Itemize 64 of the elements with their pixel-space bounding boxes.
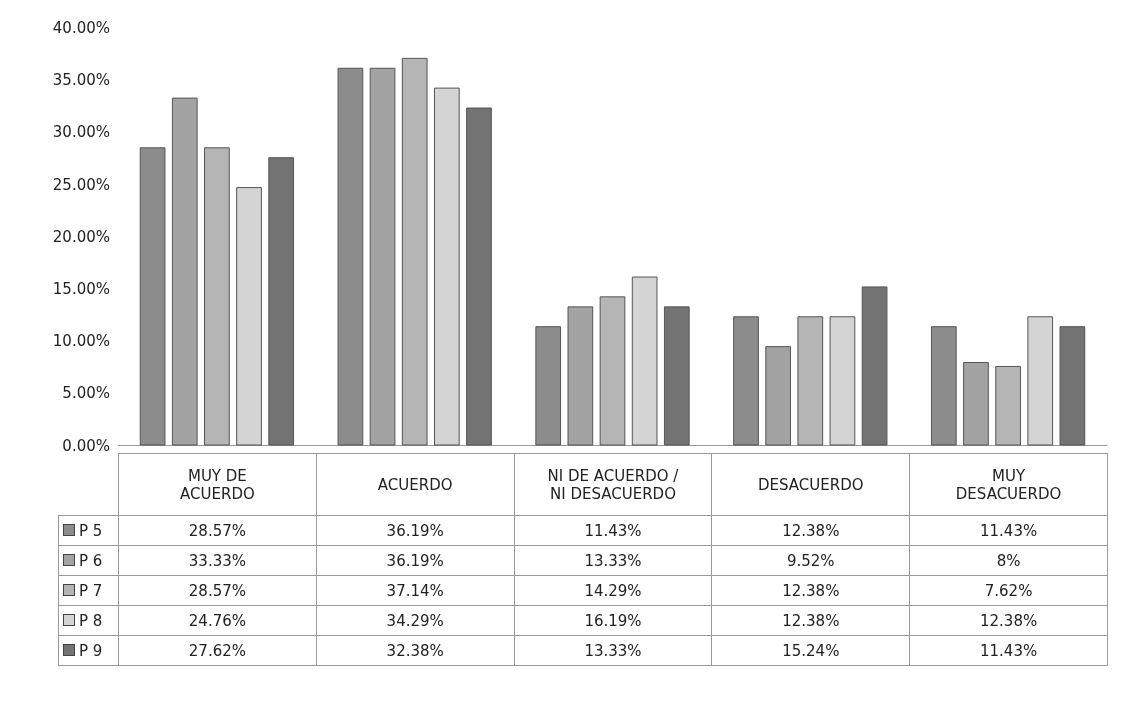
bar bbox=[535, 326, 562, 446]
legend-label: P 6 bbox=[58, 545, 119, 576]
data-label: 36.19% bbox=[316, 515, 515, 546]
bar bbox=[1027, 316, 1054, 446]
bar bbox=[733, 316, 759, 446]
y-tick-label: 35.00% bbox=[52, 71, 110, 90]
data-label: 16.19% bbox=[514, 605, 712, 636]
bar bbox=[337, 67, 364, 446]
data-label: 33.33% bbox=[118, 545, 317, 576]
bar bbox=[236, 187, 262, 446]
data-label: 32.38% bbox=[316, 635, 515, 666]
data-label: 28.57% bbox=[118, 515, 317, 546]
bar bbox=[139, 147, 166, 446]
data-label: 27.62% bbox=[118, 635, 317, 666]
data-label: 34.29% bbox=[316, 605, 515, 636]
bar bbox=[995, 365, 1021, 446]
y-tick-label: 10.00% bbox=[52, 332, 110, 351]
bar bbox=[204, 147, 230, 446]
bar bbox=[401, 57, 428, 446]
bar bbox=[663, 306, 690, 446]
data-label: 11.43% bbox=[909, 635, 1108, 666]
y-tick-label: 30.00% bbox=[52, 123, 110, 142]
y-tick-label: 15.00% bbox=[52, 279, 110, 298]
x-tick-label: MUY DESACUERDO bbox=[909, 453, 1108, 516]
data-label: 37.14% bbox=[316, 575, 515, 606]
data-label: 12.38% bbox=[711, 515, 910, 546]
data-label: 28.57% bbox=[118, 575, 317, 606]
data-label: 7.62% bbox=[909, 575, 1108, 606]
bar bbox=[599, 296, 626, 446]
y-tick-label: 20.00% bbox=[52, 227, 110, 246]
data-label: 12.38% bbox=[711, 605, 910, 636]
y-tick-label: 0.00% bbox=[62, 436, 110, 455]
legend-label: P 9 bbox=[58, 635, 119, 666]
x-tick-label: NI DE ACUERDO / NI DESACUERDO bbox=[514, 453, 712, 516]
bar bbox=[930, 326, 957, 446]
legend-label: P 7 bbox=[58, 575, 119, 606]
bar bbox=[861, 286, 888, 446]
data-label: 15.24% bbox=[711, 635, 910, 666]
data-label: 12.38% bbox=[711, 575, 910, 606]
data-label: 13.33% bbox=[514, 545, 712, 576]
data-label: 11.43% bbox=[514, 515, 712, 546]
data-label: 36.19% bbox=[316, 545, 515, 576]
bar bbox=[631, 276, 658, 446]
x-tick-label: MUY DE ACUERDO bbox=[118, 453, 317, 516]
legend-label: P 8 bbox=[58, 605, 119, 636]
bar bbox=[829, 316, 856, 446]
x-tick-label: DESACUERDO bbox=[711, 453, 910, 516]
bar bbox=[433, 87, 460, 446]
data-label: 13.33% bbox=[514, 635, 712, 666]
y-tick-label: 5.00% bbox=[62, 384, 110, 403]
bar bbox=[268, 157, 295, 446]
data-label: 12.38% bbox=[909, 605, 1108, 636]
data-label: 11.43% bbox=[909, 515, 1108, 546]
bar bbox=[1059, 326, 1086, 446]
y-tick-label: 40.00% bbox=[52, 19, 110, 37]
data-label: 8% bbox=[909, 545, 1108, 576]
y-tick-label: 25.00% bbox=[52, 175, 110, 194]
bar bbox=[466, 107, 492, 446]
data-label: 9.52% bbox=[711, 545, 910, 576]
data-label: 14.29% bbox=[514, 575, 712, 606]
legend-label: P 5 bbox=[58, 515, 119, 546]
x-tick-label: ACUERDO bbox=[316, 453, 515, 516]
bar bbox=[797, 316, 824, 446]
data-label: 24.76% bbox=[118, 605, 317, 636]
